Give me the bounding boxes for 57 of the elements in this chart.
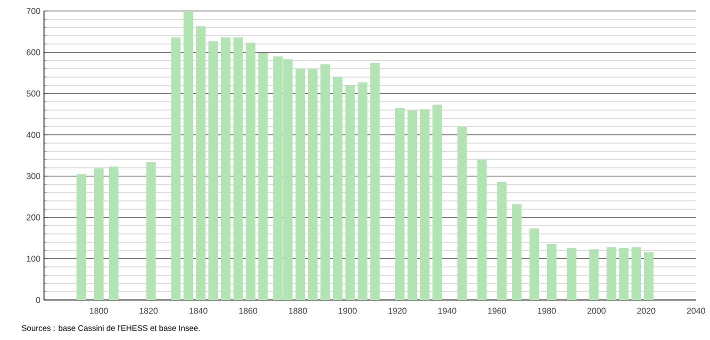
x-tick-label: 1820 bbox=[140, 308, 158, 314]
bar bbox=[566, 248, 576, 300]
bar bbox=[370, 63, 380, 300]
y-tick-label: 400 bbox=[26, 132, 40, 138]
x-tick-label: 2020 bbox=[637, 308, 656, 314]
bar bbox=[76, 174, 86, 300]
bar bbox=[220, 37, 230, 300]
bar bbox=[619, 248, 629, 300]
y-tick-label: 700 bbox=[26, 8, 40, 14]
bar bbox=[94, 168, 104, 300]
bar bbox=[108, 166, 118, 300]
bar bbox=[395, 108, 405, 300]
bar bbox=[497, 182, 507, 300]
x-tick-label: 1860 bbox=[239, 308, 258, 314]
y-tick-label: 500 bbox=[26, 90, 40, 97]
bar bbox=[196, 26, 206, 300]
x-tick-label: 1900 bbox=[338, 308, 357, 314]
bar bbox=[332, 77, 342, 300]
bar bbox=[457, 126, 467, 300]
bar bbox=[296, 68, 306, 300]
x-tick-label: 1940 bbox=[438, 308, 456, 314]
y-tick-label: 200 bbox=[26, 214, 40, 220]
x-tick-label: 1840 bbox=[189, 308, 208, 314]
bar bbox=[171, 37, 181, 300]
y-tick-label: 300 bbox=[26, 173, 40, 180]
x-tick-label: 1800 bbox=[90, 308, 108, 314]
bar bbox=[512, 204, 522, 300]
bar bbox=[358, 82, 368, 300]
bar bbox=[529, 228, 539, 300]
bar bbox=[308, 68, 318, 300]
x-tick-label: 1960 bbox=[488, 308, 506, 314]
bar bbox=[345, 85, 355, 300]
y-tick-label: 0 bbox=[36, 296, 40, 303]
bar bbox=[606, 247, 616, 300]
bar bbox=[146, 162, 156, 300]
x-tick-label: 1880 bbox=[289, 308, 307, 314]
bar bbox=[246, 42, 256, 300]
bar bbox=[644, 252, 654, 300]
bar bbox=[208, 41, 218, 300]
x-tick-label: 1980 bbox=[538, 308, 556, 314]
bar bbox=[320, 64, 330, 300]
bar bbox=[632, 247, 642, 300]
bar bbox=[420, 109, 430, 300]
y-tick-label: 100 bbox=[26, 256, 40, 262]
bar bbox=[258, 52, 268, 300]
bar bbox=[408, 110, 418, 300]
bar bbox=[184, 10, 194, 300]
x-tick-label: 1920 bbox=[388, 308, 406, 314]
x-tick-label: 2040 bbox=[686, 308, 706, 314]
bar bbox=[546, 244, 556, 300]
x-tick-label: 2000 bbox=[587, 308, 606, 314]
bar bbox=[233, 37, 243, 300]
bar bbox=[432, 104, 442, 300]
source-note: Sources : base Cassini de l'EHESS et base Insee. bbox=[22, 325, 200, 331]
y-tick-label: 600 bbox=[26, 49, 40, 56]
bar bbox=[477, 159, 487, 300]
bar bbox=[589, 249, 599, 300]
